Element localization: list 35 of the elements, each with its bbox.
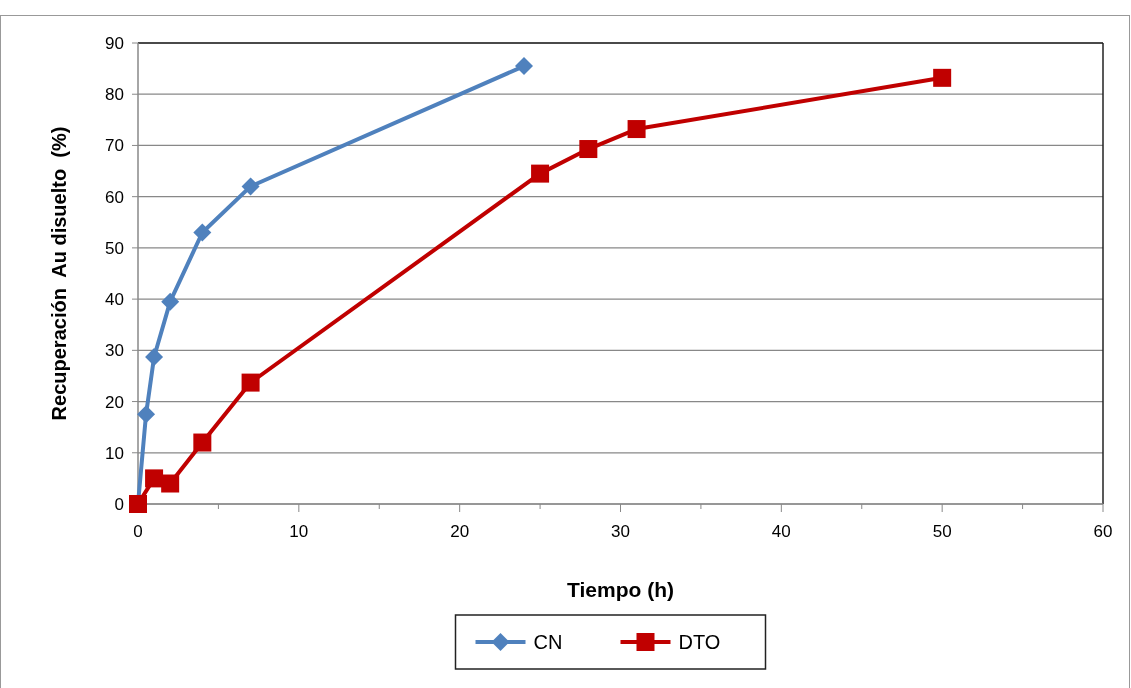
y-tick-label: 80 [105, 85, 124, 105]
x-axis-title: Tiempo (h) [567, 578, 674, 601]
x-tick-label: 40 [771, 522, 791, 541]
y-tick-label: 30 [105, 341, 124, 361]
point [241, 373, 260, 392]
y-tick-label: 90 [105, 33, 124, 53]
point [193, 433, 212, 452]
point [145, 347, 164, 366]
point [161, 474, 180, 493]
point [531, 164, 550, 183]
y-tick-label: 20 [105, 392, 124, 412]
legend-label: CN [533, 631, 563, 653]
point [137, 405, 156, 424]
y-tick-label: 60 [105, 187, 124, 207]
point [579, 140, 598, 159]
y-tick-label: 0 [114, 494, 124, 514]
x-tick-label: 10 [289, 522, 309, 541]
x-tick-label: 20 [450, 522, 470, 541]
y-tick-label: 10 [105, 443, 124, 463]
point [627, 120, 646, 139]
y-tick-label: 50 [105, 238, 124, 258]
x-tick-label: 60 [1093, 522, 1113, 541]
y-tick-label: 40 [105, 290, 124, 310]
point [241, 177, 260, 196]
x-tick-label: 0 [133, 522, 143, 541]
y-tick-label: 70 [105, 136, 124, 156]
point [933, 68, 952, 87]
point [515, 57, 533, 76]
y-axis-title: Recuperación Au disuelto (%) [48, 126, 70, 421]
legend-label: DTO [678, 631, 721, 653]
point [193, 223, 212, 242]
x-tick-label: 30 [611, 522, 630, 541]
point [161, 292, 180, 311]
x-tick-label: 50 [932, 522, 952, 541]
point [145, 469, 164, 488]
